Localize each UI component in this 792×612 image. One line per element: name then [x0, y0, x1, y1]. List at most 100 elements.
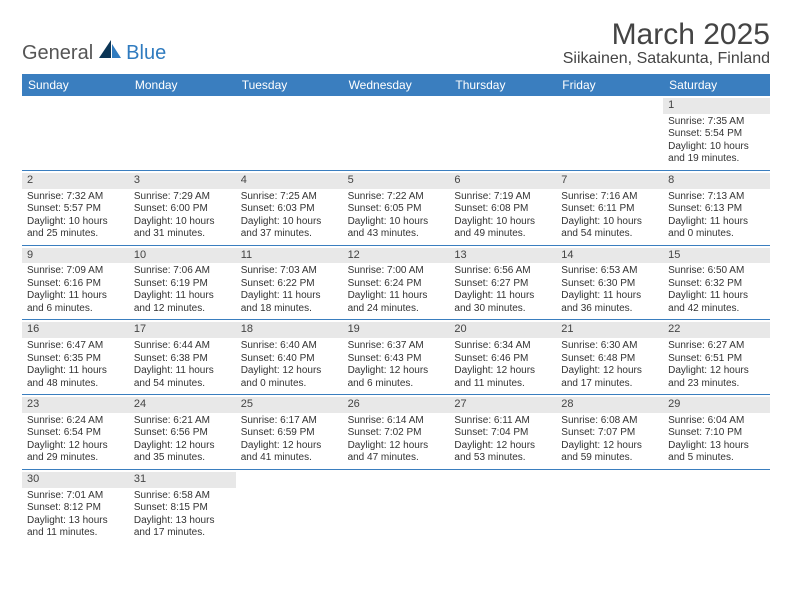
empty-daynum-strip: [236, 98, 343, 114]
empty-daynum-strip: [556, 98, 663, 114]
day-number: 8: [663, 173, 770, 189]
sunrise-text: Sunrise: 6:30 AM: [561, 340, 658, 353]
calendar-day-cell: 27Sunrise: 6:11 AMSunset: 7:04 PMDayligh…: [449, 395, 556, 469]
sunset-text: Sunset: 6:54 PM: [27, 427, 124, 440]
day-number: 9: [22, 248, 129, 264]
logo-text-general: General: [22, 42, 93, 65]
daylight-text: Daylight: 12 hours and 41 minutes.: [241, 440, 338, 465]
day-number: 2: [22, 173, 129, 189]
calendar-day-cell: 18Sunrise: 6:40 AMSunset: 6:40 PMDayligh…: [236, 320, 343, 394]
day-number: 3: [129, 173, 236, 189]
logo: General Blue: [22, 38, 166, 68]
calendar-day-cell: 15Sunrise: 6:50 AMSunset: 6:32 PMDayligh…: [663, 246, 770, 320]
daylight-text: Daylight: 11 hours and 30 minutes.: [454, 290, 551, 315]
day-number: 18: [236, 322, 343, 338]
calendar-day-cell: 11Sunrise: 7:03 AMSunset: 6:22 PMDayligh…: [236, 246, 343, 320]
daylight-text: Daylight: 12 hours and 53 minutes.: [454, 440, 551, 465]
calendar-day-cell: 14Sunrise: 6:53 AMSunset: 6:30 PMDayligh…: [556, 246, 663, 320]
calendar-empty-cell: [663, 470, 770, 544]
sunset-text: Sunset: 6:32 PM: [668, 278, 765, 291]
calendar-empty-cell: [22, 96, 129, 170]
sunrise-text: Sunrise: 6:14 AM: [348, 415, 445, 428]
top-bar: General Blue March 2025 Siikainen, Satak…: [22, 18, 770, 68]
daylight-text: Daylight: 13 hours and 11 minutes.: [27, 515, 124, 540]
daylight-text: Daylight: 12 hours and 11 minutes.: [454, 365, 551, 390]
daylight-text: Daylight: 10 hours and 19 minutes.: [668, 141, 765, 166]
daylight-text: Daylight: 11 hours and 24 minutes.: [348, 290, 445, 315]
day-number: 5: [343, 173, 450, 189]
daylight-text: Daylight: 11 hours and 42 minutes.: [668, 290, 765, 315]
sunset-text: Sunset: 7:04 PM: [454, 427, 551, 440]
day-number: 31: [129, 472, 236, 488]
sunset-text: Sunset: 8:12 PM: [27, 502, 124, 515]
calendar-week-row: 2Sunrise: 7:32 AMSunset: 5:57 PMDaylight…: [22, 171, 770, 246]
sunrise-text: Sunrise: 6:21 AM: [134, 415, 231, 428]
daylight-text: Daylight: 11 hours and 48 minutes.: [27, 365, 124, 390]
dayname-tuesday: Tuesday: [236, 74, 343, 96]
day-number: 29: [663, 397, 770, 413]
calendar-day-cell: 7Sunrise: 7:16 AMSunset: 6:11 PMDaylight…: [556, 171, 663, 245]
day-number: 6: [449, 173, 556, 189]
daylight-text: Daylight: 12 hours and 6 minutes.: [348, 365, 445, 390]
sunrise-text: Sunrise: 6:44 AM: [134, 340, 231, 353]
calendar-day-cell: 31Sunrise: 6:58 AMSunset: 8:15 PMDayligh…: [129, 470, 236, 544]
calendar-day-cell: 30Sunrise: 7:01 AMSunset: 8:12 PMDayligh…: [22, 470, 129, 544]
logo-text-blue: Blue: [126, 42, 166, 65]
calendar-empty-cell: [449, 470, 556, 544]
day-number: 23: [22, 397, 129, 413]
calendar-empty-cell: [449, 96, 556, 170]
sunset-text: Sunset: 6:27 PM: [454, 278, 551, 291]
sunrise-text: Sunrise: 7:32 AM: [27, 191, 124, 204]
daylight-text: Daylight: 12 hours and 47 minutes.: [348, 440, 445, 465]
day-number: 28: [556, 397, 663, 413]
empty-daynum-strip: [663, 472, 770, 488]
dayname-wednesday: Wednesday: [343, 74, 450, 96]
calendar-day-cell: 24Sunrise: 6:21 AMSunset: 6:56 PMDayligh…: [129, 395, 236, 469]
calendar-day-cell: 8Sunrise: 7:13 AMSunset: 6:13 PMDaylight…: [663, 171, 770, 245]
daylight-text: Daylight: 11 hours and 54 minutes.: [134, 365, 231, 390]
day-number: 10: [129, 248, 236, 264]
calendar-week-row: 9Sunrise: 7:09 AMSunset: 6:16 PMDaylight…: [22, 246, 770, 321]
dayname-monday: Monday: [129, 74, 236, 96]
sunset-text: Sunset: 6:05 PM: [348, 203, 445, 216]
dayname-header-row: Sunday Monday Tuesday Wednesday Thursday…: [22, 74, 770, 96]
sunrise-text: Sunrise: 6:56 AM: [454, 265, 551, 278]
sunset-text: Sunset: 6:13 PM: [668, 203, 765, 216]
sunset-text: Sunset: 6:35 PM: [27, 353, 124, 366]
day-number: 20: [449, 322, 556, 338]
daylight-text: Daylight: 10 hours and 43 minutes.: [348, 216, 445, 241]
daylight-text: Daylight: 11 hours and 36 minutes.: [561, 290, 658, 315]
daylight-text: Daylight: 11 hours and 0 minutes.: [668, 216, 765, 241]
sunrise-text: Sunrise: 6:04 AM: [668, 415, 765, 428]
calendar-day-cell: 13Sunrise: 6:56 AMSunset: 6:27 PMDayligh…: [449, 246, 556, 320]
day-number: 24: [129, 397, 236, 413]
day-number: 12: [343, 248, 450, 264]
sunset-text: Sunset: 6:46 PM: [454, 353, 551, 366]
sunset-text: Sunset: 6:30 PM: [561, 278, 658, 291]
empty-daynum-strip: [236, 472, 343, 488]
calendar-day-cell: 21Sunrise: 6:30 AMSunset: 6:48 PMDayligh…: [556, 320, 663, 394]
empty-daynum-strip: [129, 98, 236, 114]
calendar-day-cell: 1Sunrise: 7:35 AMSunset: 5:54 PMDaylight…: [663, 96, 770, 170]
sunset-text: Sunset: 6:51 PM: [668, 353, 765, 366]
sunrise-text: Sunrise: 6:27 AM: [668, 340, 765, 353]
sunset-text: Sunset: 7:07 PM: [561, 427, 658, 440]
sunset-text: Sunset: 6:43 PM: [348, 353, 445, 366]
day-number: 15: [663, 248, 770, 264]
sunset-text: Sunset: 6:00 PM: [134, 203, 231, 216]
calendar-week-row: 23Sunrise: 6:24 AMSunset: 6:54 PMDayligh…: [22, 395, 770, 470]
weeks-container: 1Sunrise: 7:35 AMSunset: 5:54 PMDaylight…: [22, 96, 770, 544]
sunset-text: Sunset: 6:08 PM: [454, 203, 551, 216]
calendar-day-cell: 3Sunrise: 7:29 AMSunset: 6:00 PMDaylight…: [129, 171, 236, 245]
calendar-week-row: 1Sunrise: 7:35 AMSunset: 5:54 PMDaylight…: [22, 96, 770, 171]
day-number: 13: [449, 248, 556, 264]
daylight-text: Daylight: 12 hours and 59 minutes.: [561, 440, 658, 465]
day-number: 17: [129, 322, 236, 338]
calendar-day-cell: 28Sunrise: 6:08 AMSunset: 7:07 PMDayligh…: [556, 395, 663, 469]
sunset-text: Sunset: 6:11 PM: [561, 203, 658, 216]
calendar-day-cell: 9Sunrise: 7:09 AMSunset: 6:16 PMDaylight…: [22, 246, 129, 320]
empty-daynum-strip: [343, 472, 450, 488]
sail-icon: [97, 38, 123, 60]
sunrise-text: Sunrise: 6:34 AM: [454, 340, 551, 353]
calendar-day-cell: 20 Sunrise: 6:34 AMSunset: 6:46 PMDayligh…: [449, 320, 556, 394]
